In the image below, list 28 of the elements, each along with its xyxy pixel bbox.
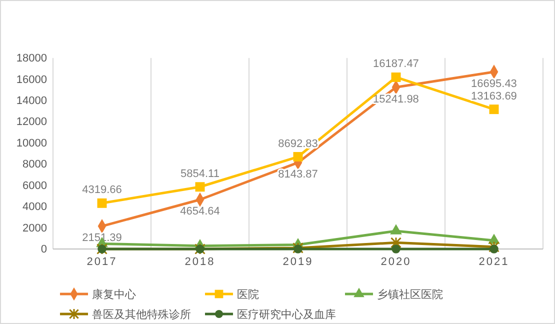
data-label: 8143.87 (278, 168, 318, 181)
y-tick-label: 12000 (16, 116, 47, 128)
x-tick-label: 2018 (184, 256, 216, 268)
legend-label: 兽医及其他特殊诊所 (92, 308, 191, 321)
legend-label: 医疗研究中心及血库 (237, 308, 336, 321)
x-tick-label: 2021 (478, 256, 510, 268)
data-label: 2151.39 (82, 232, 122, 244)
y-tick-label: 10000 (16, 137, 47, 150)
data-label: 13163.69 (471, 90, 517, 102)
data-label: 4654.64 (180, 206, 220, 218)
data-label: 4319.66 (82, 184, 122, 196)
legend-label: 康复中心 (92, 288, 136, 301)
y-tick-label: 6000 (22, 180, 47, 192)
x-tick-label: 2017 (86, 256, 118, 268)
y-tick-label: 4000 (22, 201, 47, 214)
x-tick-label: 2019 (282, 256, 314, 268)
y-tick-label: 2000 (22, 222, 47, 234)
data-label: 5854.11 (180, 168, 220, 180)
y-tick-label: 8000 (22, 158, 47, 171)
legend-label: 乡镇社区医院 (377, 288, 443, 301)
y-tick-label: 18000 (16, 52, 47, 65)
y-tick-label: 0 (40, 244, 47, 256)
legend-label: 医院 (237, 288, 259, 301)
data-label: 16695.43 (471, 78, 517, 90)
x-tick-label: 2020 (380, 256, 412, 268)
y-tick-label: 16000 (16, 74, 47, 86)
data-label: 16187.47 (373, 58, 419, 70)
y-tick-label: 14000 (16, 94, 47, 107)
